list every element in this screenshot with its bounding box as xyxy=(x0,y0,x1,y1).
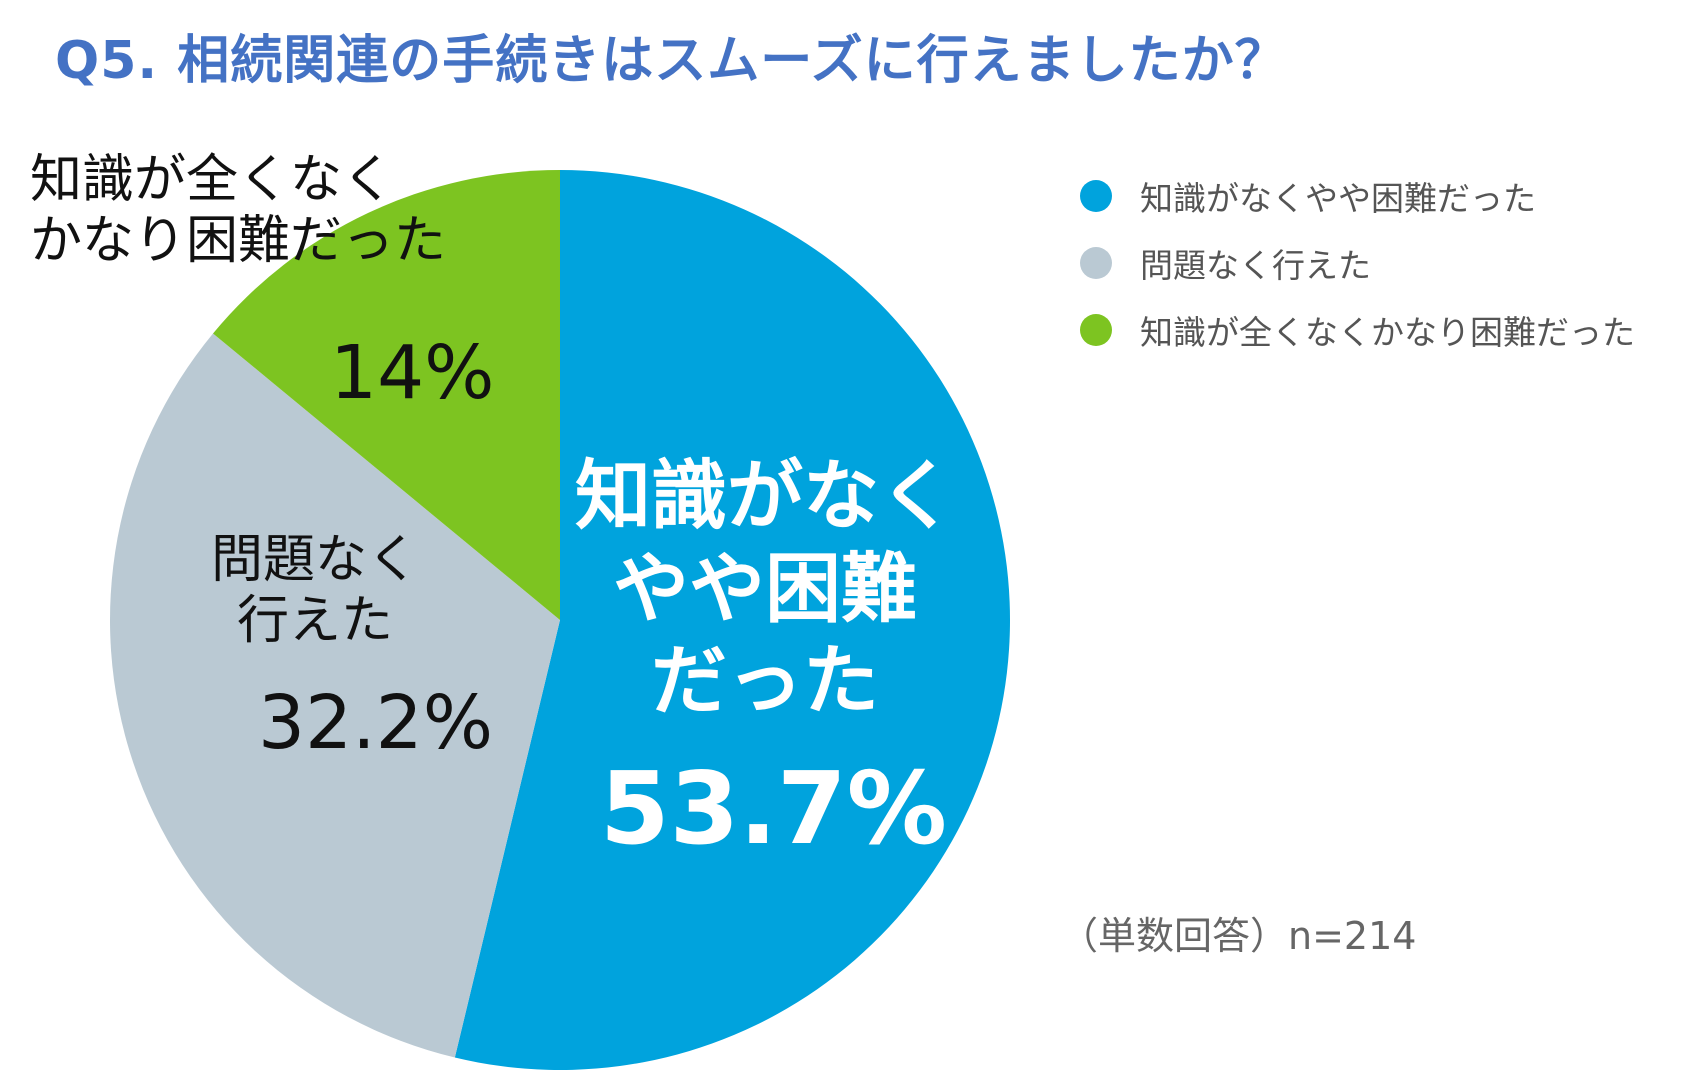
legend-label: 知識がなくやや困難だった xyxy=(1140,179,1536,218)
slice-label-green: 知識が全くなく かなり困難だった xyxy=(30,150,450,273)
slice-label-gray-line-1: 問題なく xyxy=(210,530,419,590)
slice-value-gray: 32.2% xyxy=(258,680,494,766)
legend-swatch-blue xyxy=(1080,180,1112,212)
slice-label-green-line-1: 知識が全くなく xyxy=(30,150,395,210)
legend-swatch-green xyxy=(1080,314,1112,346)
legend-label: 知識が全くなくかなり困難だった xyxy=(1140,313,1635,352)
slice-label-blue: 知識がなく やや困難 だった xyxy=(545,450,985,728)
sample-note: （単数回答）n=214 xyxy=(1060,914,1417,958)
slice-label-green-line-2: かなり困難だった xyxy=(30,211,447,272)
legend-item: 知識がなくやや困難だった xyxy=(1080,178,1635,218)
chart-title: Q5. 相続関連の手続きはスムーズに行えましたか？ xyxy=(55,31,1288,91)
slice-blue xyxy=(454,170,1010,1070)
legend-swatch-gray xyxy=(1080,247,1112,279)
slice-label-gray: 問題なく 行えた xyxy=(190,530,440,653)
slice-label-gray-line-2: 行えた xyxy=(236,591,393,652)
legend-label: 問題なく行えた xyxy=(1140,246,1371,285)
slice-label-blue-line-1: 知識がなく xyxy=(575,451,955,540)
slice-green xyxy=(213,170,560,620)
slice-label-blue-line-3: だった xyxy=(651,636,879,726)
legend-item: 知識が全くなくかなり困難だった xyxy=(1080,312,1635,352)
legend: 知識がなくやや困難だった 問題なく行えた 知識が全くなくかなり困難だった xyxy=(1080,178,1635,379)
legend-item: 問題なく行えた xyxy=(1080,245,1635,285)
slice-gray xyxy=(110,333,560,1058)
slice-label-blue-line-2: やや困難 xyxy=(613,543,917,633)
slice-value-green: 14% xyxy=(330,330,495,416)
slice-value-blue: 53.7% xyxy=(600,750,947,867)
